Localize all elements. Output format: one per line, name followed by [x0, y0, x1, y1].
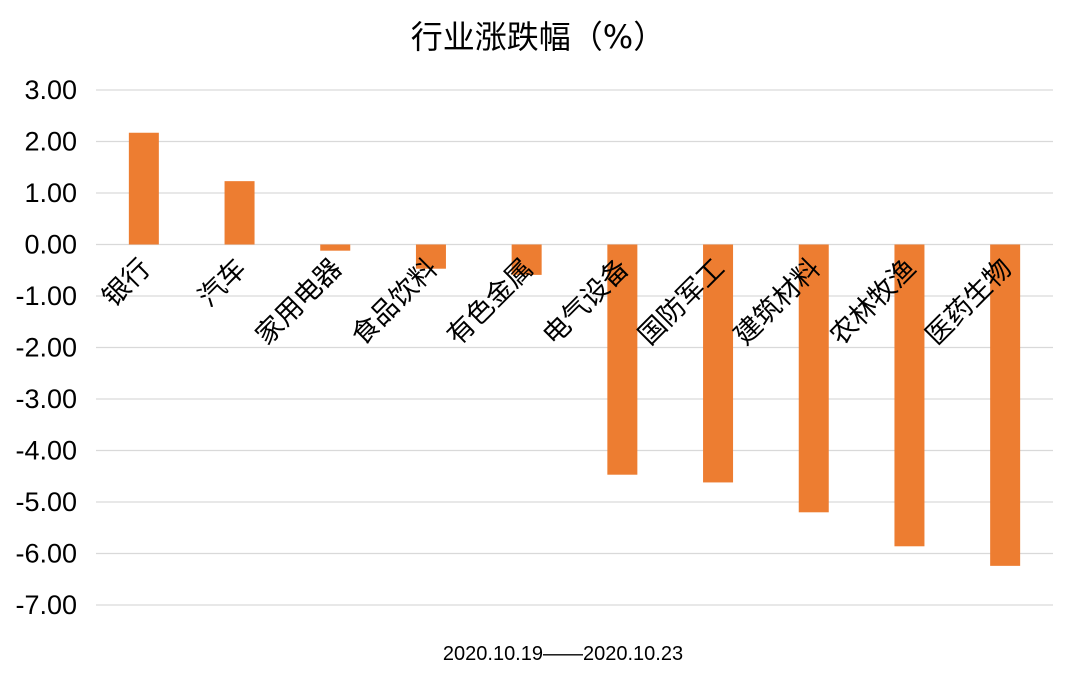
y-tick-label: 0.00 [24, 230, 77, 260]
y-tick-label: 3.00 [24, 75, 77, 105]
y-tick-label: 1.00 [24, 178, 77, 208]
y-tick-label: -1.00 [15, 281, 77, 311]
y-tick-label: -2.00 [15, 333, 77, 363]
x-category-label: 汽车 [192, 253, 252, 313]
x-category-label: 有色金属 [441, 253, 539, 351]
bar [224, 181, 255, 245]
x-category-label: 家用电器 [250, 253, 348, 351]
y-tick-label: -5.00 [15, 487, 77, 517]
y-tick-label: -4.00 [15, 436, 77, 466]
x-category-label: 食品饮料 [346, 253, 444, 351]
bar [320, 244, 351, 251]
bar [128, 132, 159, 245]
bar [798, 244, 829, 513]
y-tick-label: -6.00 [15, 539, 77, 569]
bar [511, 244, 542, 275]
bar [990, 244, 1021, 566]
bar [607, 244, 638, 475]
bar [703, 244, 734, 483]
x-axis-label: 2020.10.19——2020.10.23 [442, 643, 684, 665]
x-category-label: 银行 [97, 253, 157, 313]
bar [415, 244, 446, 269]
y-tick-label: -7.00 [15, 590, 77, 620]
chart-title: 行业涨跌幅（%） [410, 18, 666, 56]
y-tick-label: 2.00 [24, 127, 77, 157]
bar [894, 244, 925, 547]
y-tick-label: -3.00 [15, 384, 77, 414]
